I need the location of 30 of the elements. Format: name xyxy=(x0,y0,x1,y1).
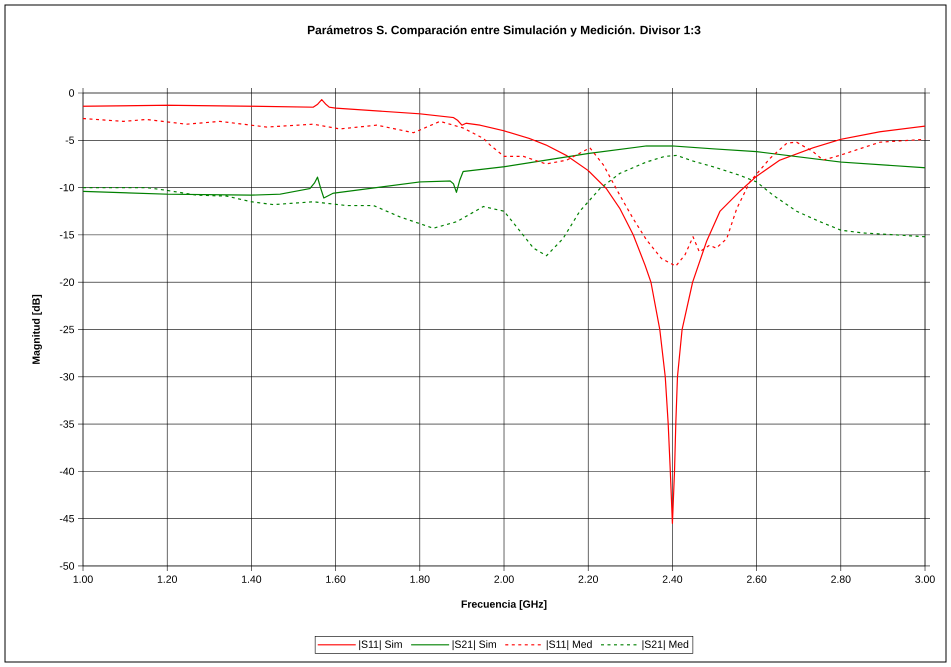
y-tick-label: -25 xyxy=(60,326,74,334)
y-tick-label: -50 xyxy=(60,562,74,570)
legend-label: |S21| Med xyxy=(642,640,688,650)
x-tick-label: 1.00 xyxy=(74,576,93,583)
x-tick-label: 2.80 xyxy=(831,576,851,583)
chart-title: Parámetros S. Comparación entre Simulación y Medición. Divisor 1:3 xyxy=(308,25,700,37)
y-tick-label: -40 xyxy=(60,468,74,476)
x-tick-label: 2.00 xyxy=(494,576,514,583)
y-tick-label: -20 xyxy=(60,278,74,286)
line-series xyxy=(83,99,926,524)
y-tick-label: -30 xyxy=(60,373,74,380)
x-axis-title: Frecuencia [GHz] xyxy=(462,600,546,610)
y-tick-label: -15 xyxy=(60,231,74,239)
x-tick-label: 1.20 xyxy=(158,576,177,583)
x-tick-label: 2.60 xyxy=(746,576,766,583)
y-tick-label: -5 xyxy=(66,136,74,144)
x-tick-label: 1.80 xyxy=(410,576,430,583)
y-tick-label: -10 xyxy=(60,184,74,192)
y-tick-label: -35 xyxy=(60,420,74,428)
x-tick-label: 1.40 xyxy=(242,576,262,583)
legend-label: |S11| Med xyxy=(546,640,592,650)
legend-label: |S11| Sim xyxy=(359,640,402,650)
x-tick-label: 3.00 xyxy=(915,576,935,583)
x-tick-label: 2.40 xyxy=(662,576,682,583)
y-tick-label: 0 xyxy=(69,89,74,97)
x-tick-label: 2.20 xyxy=(578,576,598,583)
x-tick-label: 1.60 xyxy=(326,576,346,583)
y-axis-title: Magnitud [dB] xyxy=(32,294,42,364)
y-tick-label: -45 xyxy=(60,515,74,522)
legend-label: |S21| Sim xyxy=(452,640,496,650)
